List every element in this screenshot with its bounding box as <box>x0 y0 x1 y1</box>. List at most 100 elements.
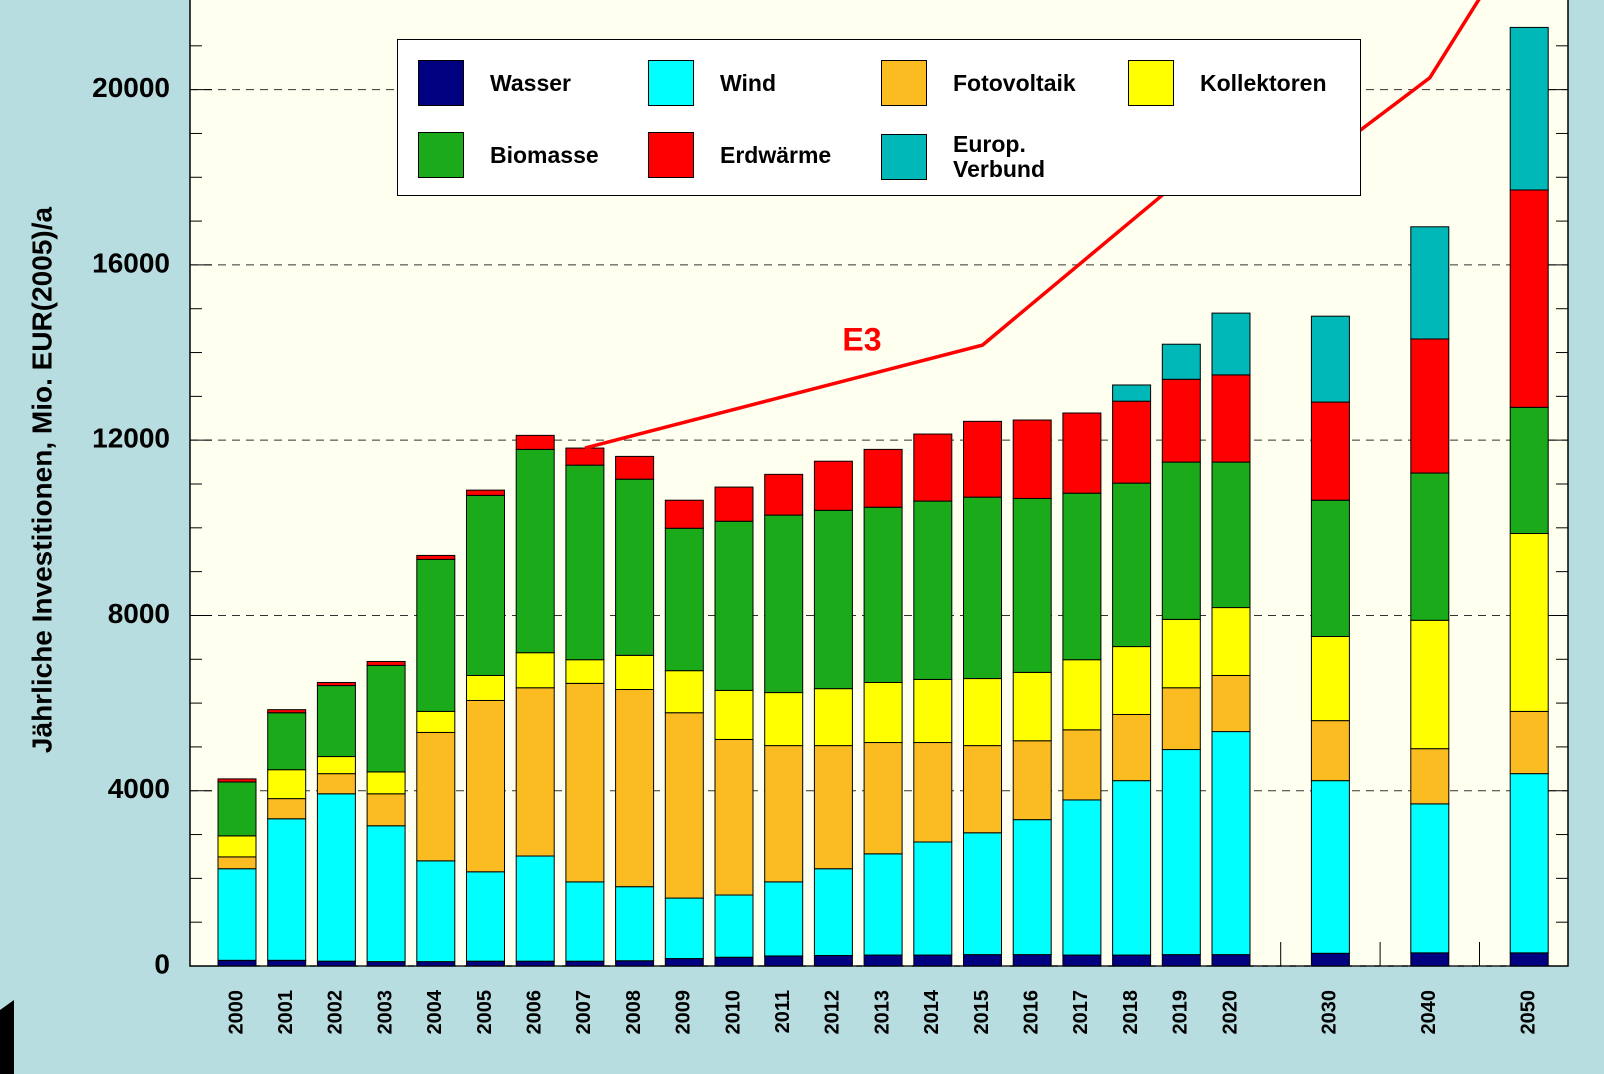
y-tick-label: 16000 <box>92 247 170 278</box>
bar-segment <box>1410 803 1450 954</box>
legend-label: Erdwärme <box>720 141 832 168</box>
bar-segment <box>714 956 754 967</box>
y-tick-label: 4000 <box>108 773 170 804</box>
x-tick-label: 2008 <box>623 990 645 1035</box>
bar-segment <box>714 520 754 691</box>
bar-segment <box>764 881 804 957</box>
bar-segment <box>863 506 903 683</box>
bar-segment <box>1310 720 1350 782</box>
bar-segment <box>1211 954 1251 967</box>
bar-segment <box>963 745 1002 834</box>
bar-segment <box>217 835 257 858</box>
bar-segment <box>913 678 953 744</box>
bar-segment <box>366 771 406 795</box>
bar-segment <box>1211 461 1251 609</box>
bar-segment <box>1310 635 1350 722</box>
bar-segment <box>813 688 853 747</box>
bar-segment <box>416 554 456 560</box>
bar-segment <box>565 659 605 684</box>
legend-label: Kollektoren <box>1200 69 1327 96</box>
x-tick-label: 2014 <box>921 989 943 1034</box>
bar-segment <box>1211 312 1251 376</box>
y-tick-label: 8000 <box>108 598 170 629</box>
x-tick-label: 2003 <box>374 990 396 1035</box>
x-tick-label: 2010 <box>722 990 744 1035</box>
x-tick-label: 2009 <box>673 990 695 1035</box>
bar-segment <box>217 868 257 961</box>
x-tick-label: 2040 <box>1418 990 1440 1035</box>
x-tick-label: 2012 <box>822 990 844 1035</box>
bar-segment <box>416 961 456 967</box>
bar-segment <box>217 856 257 870</box>
bar-segment <box>615 478 655 656</box>
bar-segment <box>615 455 655 480</box>
bar-segment <box>1161 618 1201 689</box>
bar-segment <box>1310 401 1350 501</box>
bar-segment <box>764 692 804 747</box>
bar-segment <box>1062 492 1102 661</box>
legend-swatch <box>418 60 464 106</box>
x-tick-label: 2020 <box>1219 990 1241 1035</box>
bar-segment <box>515 960 555 967</box>
x-tick-label: 2006 <box>523 990 545 1035</box>
bar-segment <box>565 960 605 967</box>
bar-segment <box>267 818 307 961</box>
bar-segment <box>1112 954 1152 967</box>
bar-segment <box>1211 674 1251 733</box>
bar-segment <box>1410 952 1450 967</box>
bar-segment <box>764 514 804 694</box>
bar-segment <box>1112 384 1152 402</box>
bar-segment <box>466 489 505 496</box>
bar-segment <box>1410 619 1450 750</box>
bar-segment <box>316 773 356 795</box>
bar-segment <box>714 689 754 740</box>
bar-segment <box>416 731 456 862</box>
bar-segment <box>1509 26 1549 191</box>
y-tick-label: 12000 <box>92 423 170 454</box>
bar-segment <box>813 460 853 511</box>
bar-segment <box>1161 343 1201 380</box>
bar-segment <box>615 654 655 691</box>
bar-segment <box>267 709 307 714</box>
bar-segment <box>615 689 655 888</box>
bar-segment <box>267 712 307 771</box>
bar-segment <box>1211 374 1251 463</box>
bar-segment <box>217 781 257 837</box>
bar-segment <box>764 745 804 883</box>
line-label: E3 <box>842 321 881 357</box>
x-tick-label: 2001 <box>275 990 297 1035</box>
legend-item: Wasser <box>418 60 571 106</box>
bar-segment <box>316 681 356 687</box>
bar-segment <box>664 897 704 960</box>
bar-segment <box>416 860 456 963</box>
bar-segment <box>664 670 704 714</box>
bar-segment <box>813 509 853 690</box>
bar-segment <box>1509 952 1549 967</box>
bar-segment <box>615 886 655 962</box>
bar-segment <box>416 710 456 733</box>
bar-segment <box>1410 338 1450 474</box>
bar-segment <box>1161 461 1201 620</box>
bar-segment <box>1062 412 1102 494</box>
bar-segment <box>1012 954 1052 967</box>
bar-segment <box>664 527 704 672</box>
legend-label: Europ. Verbund <box>953 131 1046 182</box>
x-tick-label: 2011 <box>772 990 794 1033</box>
bar-segment <box>515 448 555 654</box>
legend-label: Fotovoltaik <box>953 69 1076 96</box>
bar-segment <box>1211 731 1251 956</box>
x-tick-label: 2013 <box>871 990 893 1035</box>
bar-segment <box>515 652 555 689</box>
bar-segment <box>1012 671 1052 742</box>
x-tick-label: 2002 <box>325 990 347 1035</box>
bar-segment <box>1062 954 1102 967</box>
bar-segment <box>565 464 605 661</box>
bar-segment <box>1310 780 1350 954</box>
bar-segment <box>913 841 953 956</box>
x-tick-label: 2007 <box>573 990 595 1035</box>
y-tick-label: 0 <box>154 948 170 979</box>
legend-label: Biomasse <box>490 141 599 168</box>
bar-segment <box>366 961 406 967</box>
bar-segment <box>963 678 1002 747</box>
